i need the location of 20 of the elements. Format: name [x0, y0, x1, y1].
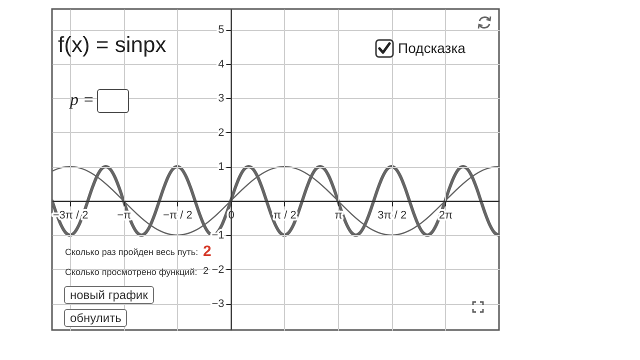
y-tick-label: 3 [218, 92, 224, 105]
x-tick-label: 3π / 2 [378, 209, 407, 222]
x-tick-label: −π / 2 [163, 209, 192, 222]
y-tick-label: −1 [212, 230, 224, 242]
annotation: Сколько просмотрено функций: [65, 267, 198, 277]
y-tick-label: −2 [212, 264, 224, 276]
x-tick-label: π [334, 209, 343, 222]
annotation: Сколько раз пройден весь путь: [65, 247, 198, 257]
y-tick-label: 4 [218, 58, 224, 70]
y-tick-label: 1 [218, 161, 224, 174]
y-tick-label: 5 [218, 24, 224, 36]
annotation: 2 [203, 266, 209, 277]
y-tick-label: 2 [218, 126, 224, 139]
text: f(x) = sinpx [58, 32, 166, 58]
annotation: Подсказка [398, 40, 466, 56]
y-tick-label: −3 [212, 298, 224, 310]
annotation: p = [70, 90, 94, 110]
x-tick-label: π / 2 [273, 209, 296, 222]
button: новый график [64, 286, 154, 304]
button: обнулить [64, 309, 128, 327]
